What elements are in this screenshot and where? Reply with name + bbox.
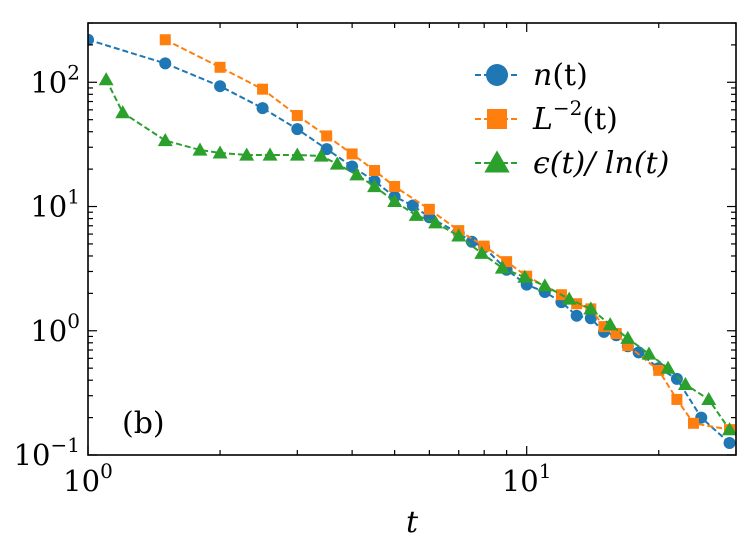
legend: n(t)L−2(t) ϵ(t)/ ln(t) (475, 58, 669, 181)
data-point (346, 148, 358, 160)
data-point (192, 142, 208, 156)
data-point (584, 312, 597, 325)
y-tick-label: 10−1 (14, 433, 80, 472)
data-point (389, 180, 401, 192)
legend-entry: ϵ(t)/ ln(t) (475, 146, 669, 181)
data-point (670, 372, 683, 385)
data-point (346, 160, 359, 173)
series-layer (88, 33, 736, 449)
data-point (369, 164, 381, 176)
x-tick-label: 100 (63, 459, 113, 498)
data-point (291, 110, 303, 122)
y-tick-label: 102 (30, 60, 80, 99)
y-tick-label: 101 (30, 185, 80, 224)
data-point (406, 199, 419, 212)
data-point (517, 269, 533, 283)
data-point (367, 178, 383, 193)
data-point (349, 167, 365, 181)
data-point (474, 245, 490, 259)
data-point (583, 301, 599, 315)
data-point (321, 130, 333, 142)
data-point (598, 321, 610, 333)
x-tick-label: 101 (502, 459, 552, 498)
legend-entry: n(t) (475, 58, 588, 93)
data-point (671, 393, 683, 405)
data-point (256, 102, 269, 115)
data-point (653, 364, 665, 376)
legend-label: ϵ(t)/ ln(t) (533, 146, 669, 181)
data-point (214, 80, 227, 93)
data-point (320, 143, 333, 156)
data-point (641, 346, 657, 360)
data-point (561, 291, 577, 305)
data-point (408, 207, 424, 221)
y-tick-label: 100 (30, 309, 80, 348)
tick-layer (87, 22, 737, 456)
data-point (212, 145, 228, 159)
data-point (239, 147, 255, 161)
plot-frame (87, 22, 737, 456)
data-point (622, 340, 634, 352)
data-point (289, 147, 305, 161)
data-point (537, 278, 553, 292)
data-point (687, 417, 699, 429)
data-point (660, 360, 676, 374)
data-point (329, 156, 345, 170)
legend-label: L−2(t) (532, 96, 618, 137)
data-point (428, 215, 444, 229)
data-point (313, 148, 329, 162)
data-point (115, 105, 131, 119)
series-triangle (98, 72, 736, 436)
data-point (501, 256, 513, 268)
data-point (620, 330, 636, 344)
legend-marker (486, 64, 508, 86)
data-point (602, 317, 618, 331)
data-point (98, 72, 114, 86)
data-point (722, 422, 736, 436)
data-point (257, 83, 269, 95)
data-point (494, 260, 510, 274)
data-point (478, 240, 490, 252)
data-point (291, 123, 304, 136)
x-axis-label: t (406, 505, 419, 540)
legend-entry: L−2(t) (475, 96, 618, 137)
legend-label: n(t) (533, 58, 588, 93)
data-point (451, 228, 467, 242)
data-point (701, 391, 717, 406)
data-point (159, 57, 172, 70)
data-point (423, 203, 435, 215)
data-point (88, 33, 94, 46)
data-point (159, 34, 171, 46)
data-point (723, 436, 736, 449)
legend-marker (484, 150, 510, 173)
data-point (214, 61, 226, 73)
data-point (387, 193, 403, 207)
panel-label: (b) (122, 406, 165, 441)
data-point (570, 309, 583, 322)
data-point (610, 328, 622, 340)
data-point (571, 298, 583, 310)
legend-marker (487, 109, 507, 129)
data-point (677, 376, 693, 391)
data-point (262, 147, 278, 161)
data-point (157, 133, 173, 147)
